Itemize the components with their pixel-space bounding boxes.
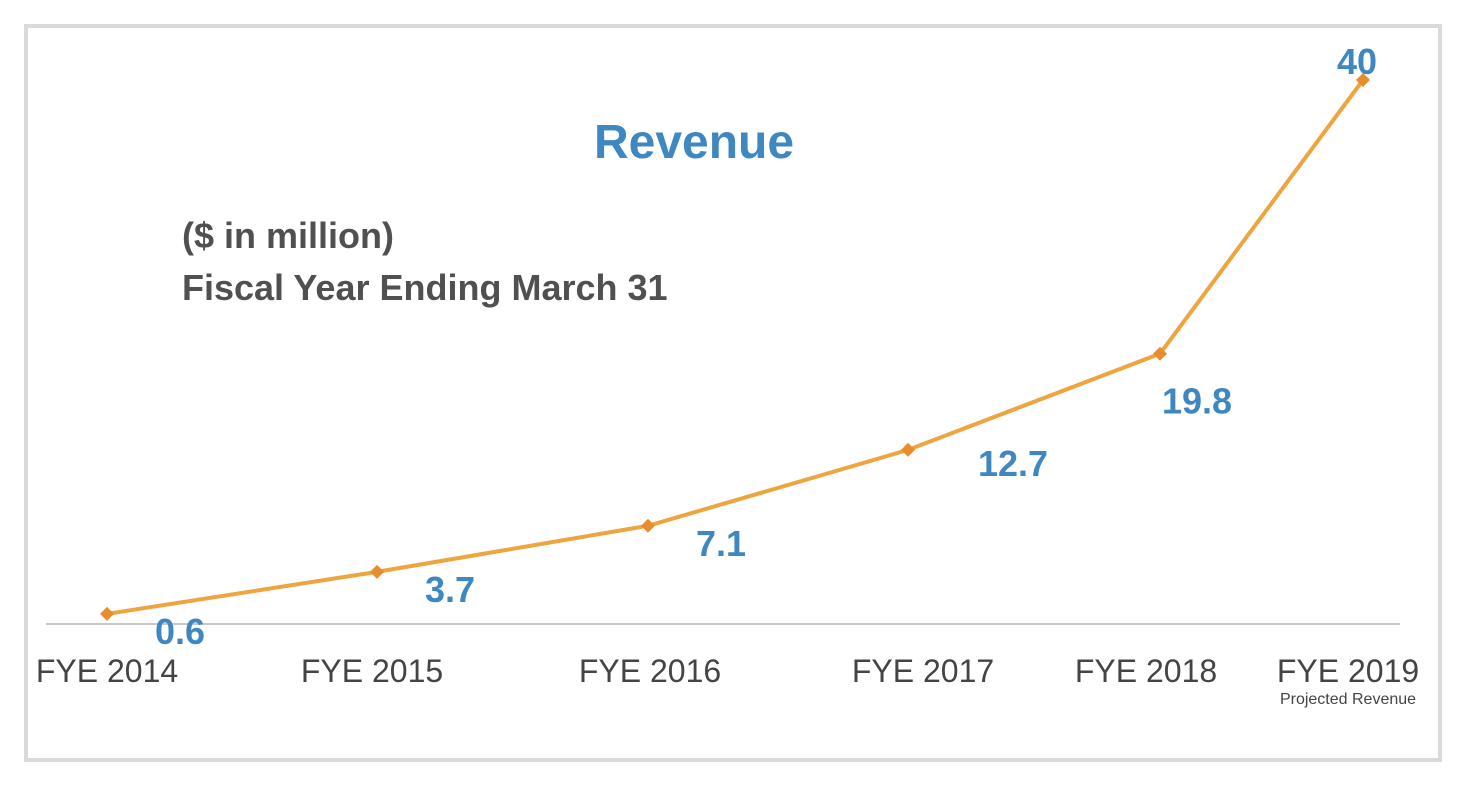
chart-frame bbox=[24, 24, 1442, 762]
x-tick-label: FYE 2019 bbox=[1277, 653, 1419, 689]
data-point-marker bbox=[370, 564, 384, 579]
data-label: 19.8 bbox=[1162, 381, 1232, 422]
chart-subtitle-fiscal-year: Fiscal Year Ending March 31 bbox=[182, 267, 668, 308]
x-tick-label: FYE 2015 bbox=[301, 653, 443, 689]
x-tick-label: FYE 2018 bbox=[1075, 653, 1217, 689]
data-label: 40 bbox=[1337, 41, 1377, 82]
revenue-series-line bbox=[106, 78, 1365, 616]
chart-subtitle-units: ($ in million) bbox=[182, 215, 394, 256]
data-point-marker bbox=[1153, 346, 1167, 361]
data-point-marker bbox=[641, 518, 655, 533]
x-tick-label: FYE 2014 bbox=[36, 653, 178, 689]
data-label: 7.1 bbox=[696, 523, 746, 564]
x-tick-note: Projected Revenue bbox=[1280, 691, 1416, 708]
data-label: 12.7 bbox=[978, 443, 1048, 484]
data-point-marker bbox=[1356, 73, 1370, 87]
data-point-marker bbox=[100, 606, 114, 621]
chart-title: Revenue bbox=[594, 116, 794, 169]
data-label: 0.6 bbox=[155, 611, 205, 652]
data-point-marker bbox=[901, 442, 915, 457]
data-label: 3.7 bbox=[425, 569, 475, 610]
x-tick-label: FYE 2017 bbox=[852, 653, 994, 689]
x-tick-label: FYE 2016 bbox=[579, 653, 721, 689]
